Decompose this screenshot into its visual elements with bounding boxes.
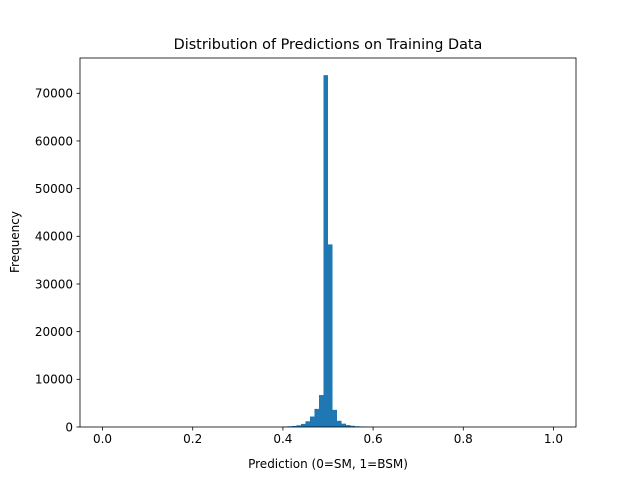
histogram-bar-7 xyxy=(314,408,319,427)
histogram-bar-6 xyxy=(309,416,315,427)
histogram-bar-13 xyxy=(341,423,347,427)
histogram-bar-12 xyxy=(337,420,342,427)
y-axis-label: Frequency xyxy=(8,211,22,273)
histogram-bar-10 xyxy=(328,244,333,427)
y-tick-label: 70000 xyxy=(35,87,73,101)
histogram-bar-8 xyxy=(318,395,324,427)
histogram-bar-4 xyxy=(300,423,306,427)
x-tick-label: 0.8 xyxy=(454,432,473,446)
y-tick-label: 30000 xyxy=(35,277,73,291)
x-tick-label: 0.0 xyxy=(93,432,112,446)
y-tick-label: 20000 xyxy=(35,325,73,339)
histogram-bar-3 xyxy=(296,425,301,427)
histogram-bar-2 xyxy=(291,425,297,427)
chart-title: Distribution of Predictions on Training … xyxy=(174,37,483,53)
y-tick-label: 10000 xyxy=(35,373,73,387)
histogram-bar-11 xyxy=(332,409,338,427)
bars-group xyxy=(282,75,374,427)
x-tick-label: 0.2 xyxy=(183,432,202,446)
x-axis-label: Prediction (0=SM, 1=BSM) xyxy=(248,457,408,471)
x-tick-label: 1.0 xyxy=(544,432,563,446)
x-tick-label: 0.4 xyxy=(273,432,292,446)
y-tick-label: 0 xyxy=(65,420,73,434)
histogram-bar-15 xyxy=(350,425,356,427)
axes-frame xyxy=(79,57,577,428)
y-axis-ticks: 0 10000 20000 30000 40000 50000 60000 70000 xyxy=(35,87,80,434)
y-tick-label: 50000 xyxy=(35,182,73,196)
x-axis-ticks: 0.0 0.2 0.4 0.6 0.8 1.0 xyxy=(93,427,563,446)
x-tick-label: 0.6 xyxy=(364,432,383,446)
histogram-bar-5 xyxy=(305,421,310,427)
y-tick-label: 40000 xyxy=(35,230,73,244)
histogram-bar-14 xyxy=(346,425,351,427)
histogram-bar-9 xyxy=(323,75,328,427)
y-tick-label: 60000 xyxy=(35,134,73,148)
